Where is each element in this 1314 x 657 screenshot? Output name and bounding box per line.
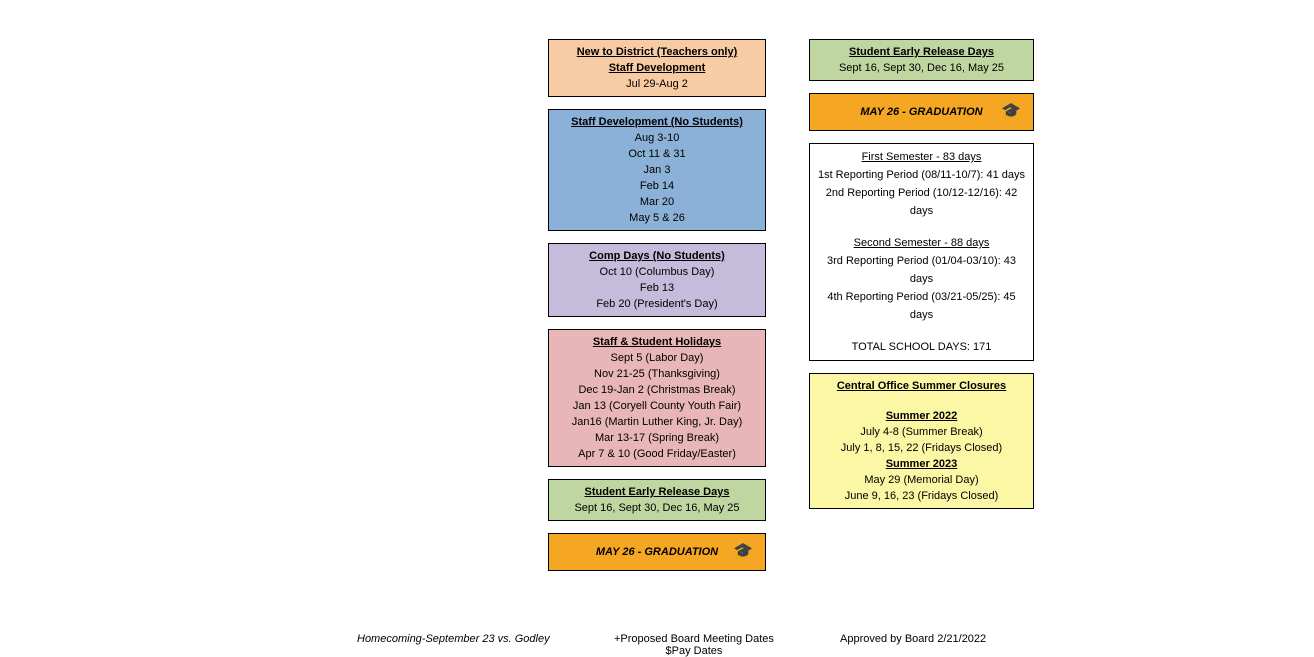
- early-release-box: Student Early Release Days Sept 16, Sept…: [809, 39, 1034, 81]
- box-line: Oct 11 & 31: [555, 146, 759, 162]
- box-line: Jan 3: [555, 162, 759, 178]
- early-release-box: Student Early Release Days Sept 16, Sept…: [548, 479, 766, 521]
- box-line: Sept 16, Sept 30, Dec 16, May 25: [816, 60, 1027, 76]
- box-title: Student Early Release Days: [816, 44, 1027, 60]
- box-title: Staff Development (No Students): [555, 114, 759, 130]
- box-line: June 9, 16, 23 (Fridays Closed): [816, 488, 1027, 504]
- box-title: Central Office Summer Closures: [816, 378, 1027, 394]
- box-line: Dec 19-Jan 2 (Christmas Break): [555, 382, 759, 398]
- box-line: Nov 21-25 (Thanksgiving): [555, 366, 759, 382]
- semester-title: First Semester - 83 days: [816, 148, 1027, 166]
- box-line: Jan16 (Martin Luther King, Jr. Day): [555, 414, 759, 430]
- box-line: Apr 7 & 10 (Good Friday/Easter): [555, 446, 759, 462]
- box-line: Mar 20: [555, 194, 759, 210]
- box-line: Jan 13 (Coryell County Youth Fair): [555, 398, 759, 414]
- graduation-label: MAY 26 - GRADUATION: [596, 546, 718, 558]
- box-title: New to District (Teachers only): [555, 44, 759, 60]
- box-line: Aug 3-10: [555, 130, 759, 146]
- summer-closures-box: Central Office Summer Closures Summer 20…: [809, 373, 1034, 509]
- sub-title: Summer 2023: [816, 456, 1027, 472]
- box-line: July 1, 8, 15, 22 (Fridays Closed): [816, 440, 1027, 456]
- staff-dev-box: Staff Development (No Students) Aug 3-10…: [548, 109, 766, 231]
- new-district-box: New to District (Teachers only) Staff De…: [548, 39, 766, 97]
- footer-homecoming: Homecoming-September 23 vs. Godley: [357, 633, 550, 645]
- graduation-label: MAY 26 - GRADUATION: [860, 106, 982, 118]
- box-line: Jul 29-Aug 2: [555, 76, 759, 92]
- box-line: Mar 13-17 (Spring Break): [555, 430, 759, 446]
- box-line: May 29 (Memorial Day): [816, 472, 1027, 488]
- reporting-line: 3rd Reporting Period (01/04-03/10): 43 d…: [816, 252, 1027, 288]
- semester-box: First Semester - 83 days 1st Reporting P…: [809, 143, 1034, 361]
- graduation-box: MAY 26 - GRADUATION 🎓: [809, 93, 1034, 131]
- box-title: Comp Days (No Students): [555, 248, 759, 264]
- footer-pay-dates: $Pay Dates: [614, 645, 774, 657]
- box-line: Feb 20 (President's Day): [555, 296, 759, 312]
- sub-title: Summer 2022: [816, 408, 1027, 424]
- graduation-cap-icon: 🎓: [1001, 104, 1021, 120]
- comp-days-box: Comp Days (No Students) Oct 10 (Columbus…: [548, 243, 766, 317]
- graduation-box: MAY 26 - GRADUATION 🎓: [548, 533, 766, 571]
- footer-approved: Approved by Board 2/21/2022: [840, 633, 986, 645]
- box-line: July 4-8 (Summer Break): [816, 424, 1027, 440]
- box-line: Feb 14: [555, 178, 759, 194]
- box-line: Feb 13: [555, 280, 759, 296]
- reporting-line: 1st Reporting Period (08/11-10/7): 41 da…: [816, 166, 1027, 184]
- total-days-line: TOTAL SCHOOL DAYS: 171: [816, 338, 1027, 356]
- box-line: May 5 & 26: [555, 210, 759, 226]
- holidays-box: Staff & Student Holidays Sept 5 (Labor D…: [548, 329, 766, 467]
- reporting-line: 4th Reporting Period (03/21-05/25): 45 d…: [816, 288, 1027, 324]
- semester-title: Second Semester - 88 days: [816, 234, 1027, 252]
- graduation-cap-icon: 🎓: [733, 544, 753, 560]
- box-title: Student Early Release Days: [555, 484, 759, 500]
- box-line: Sept 5 (Labor Day): [555, 350, 759, 366]
- box-line: Oct 10 (Columbus Day): [555, 264, 759, 280]
- reporting-line: 2nd Reporting Period (10/12-12/16): 42 d…: [816, 184, 1027, 220]
- box-title: Staff Development: [555, 60, 759, 76]
- footer-board-dates: +Proposed Board Meeting Dates: [614, 633, 774, 645]
- box-title: Staff & Student Holidays: [555, 334, 759, 350]
- box-line: Sept 16, Sept 30, Dec 16, May 25: [555, 500, 759, 516]
